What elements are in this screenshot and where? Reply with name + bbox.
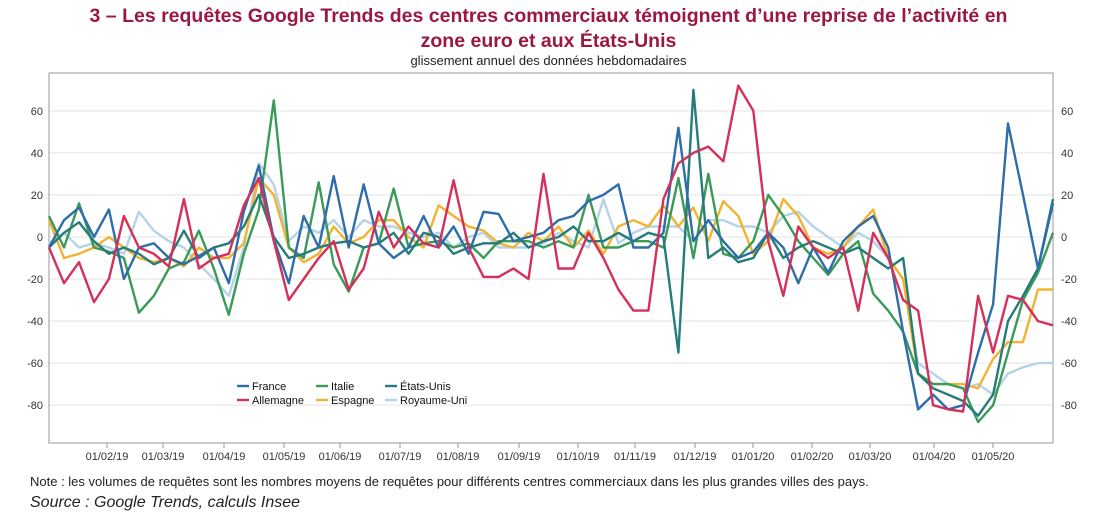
series-line-allemagne (47, 84, 1054, 413)
legend-label: États-Unis (400, 380, 451, 393)
y-tick-label-right: -20 (1061, 274, 1077, 286)
series-line-espagne (47, 176, 1053, 390)
x-tick-label: 01/04/20 (913, 451, 956, 463)
chart-subtitle: glissement annuel des données hebdomadai… (410, 53, 687, 68)
y-tick-label-left: -40 (27, 316, 43, 328)
y-tick-label-left: 60 (31, 106, 43, 118)
legend-label: Royaume-Uni (400, 395, 467, 407)
y-tick-label-right: -60 (1061, 358, 1077, 370)
x-tick-label: 01/12/19 (674, 451, 717, 463)
x-tick-label: 01/03/20 (849, 451, 892, 463)
source-line: Source : Google Trends, calculs Insee (30, 494, 301, 511)
x-tick-label: 01/03/19 (142, 451, 185, 463)
line-chart: 60 60 40 40 20 20 0 0 -20 -20 -40 -40 -60 -60 -80 -80 0… (27, 72, 1077, 463)
x-axis-ticks: 01/02/19 01/03/19 01/04/19 01/05/19 01/06/19… (86, 443, 1015, 463)
chart-title: 3 – Les requêtes Google Trends des centr… (0, 4, 1097, 54)
y-tick-label-right: 40 (1061, 148, 1073, 160)
x-tick-label: 01/04/19 (203, 451, 246, 463)
x-tick-label: 01/06/19 (319, 451, 362, 463)
y-tick-label-left: 0 (37, 232, 43, 244)
plot-area-frame (48, 72, 1054, 444)
y-tick-label-right: 60 (1061, 106, 1073, 118)
y-tick-label-left: -20 (27, 274, 43, 286)
legend-label: France (252, 381, 286, 393)
y-tick-label-left: 20 (31, 190, 43, 202)
y-tick-label-left: -80 (27, 400, 43, 412)
legend-label: Allemagne (252, 395, 304, 407)
y-axis-ticks: 60 60 40 40 20 20 0 0 -20 -20 -40 -40 -60 -60 -80 -80 (27, 106, 1077, 412)
y-tick-label-left: 40 (31, 148, 43, 160)
y-tick-label-right: -40 (1061, 316, 1077, 328)
x-tick-label: 01/05/20 (972, 451, 1015, 463)
legend-label: Espagne (331, 395, 374, 407)
y-tick-label-right: -80 (1061, 400, 1077, 412)
x-tick-label: 01/02/20 (791, 451, 834, 463)
footnote: Note : les volumes de requêtes sont les … (30, 474, 869, 489)
x-tick-label: 01/05/19 (263, 451, 306, 463)
y-tick-label-right: 20 (1061, 190, 1073, 202)
x-tick-label: 01/02/19 (86, 451, 129, 463)
x-tick-label: 01/11/19 (614, 451, 656, 463)
chart-title-line-2: zone euro et aux États-Unis (420, 30, 677, 52)
series-line-italie (47, 99, 1055, 424)
x-tick-label: 01/10/19 (557, 451, 600, 463)
x-tick-label: 01/07/19 (379, 451, 422, 463)
legend-label: Italie (331, 381, 354, 393)
y-tick-label-left: -60 (27, 358, 43, 370)
series-line-états-unis (48, 88, 1055, 417)
x-tick-label: 01/08/19 (437, 451, 480, 463)
x-tick-label: 01/09/19 (498, 451, 541, 463)
x-tick-label: 01/01/20 (732, 451, 775, 463)
legend: France Italie États-Unis Allemagne Espagne Ro… (237, 380, 467, 407)
y-tick-label-right: 0 (1061, 232, 1067, 244)
series-lines (47, 84, 1055, 424)
chart-title-line-1: 3 – Les requêtes Google Trends des centr… (89, 5, 1008, 27)
